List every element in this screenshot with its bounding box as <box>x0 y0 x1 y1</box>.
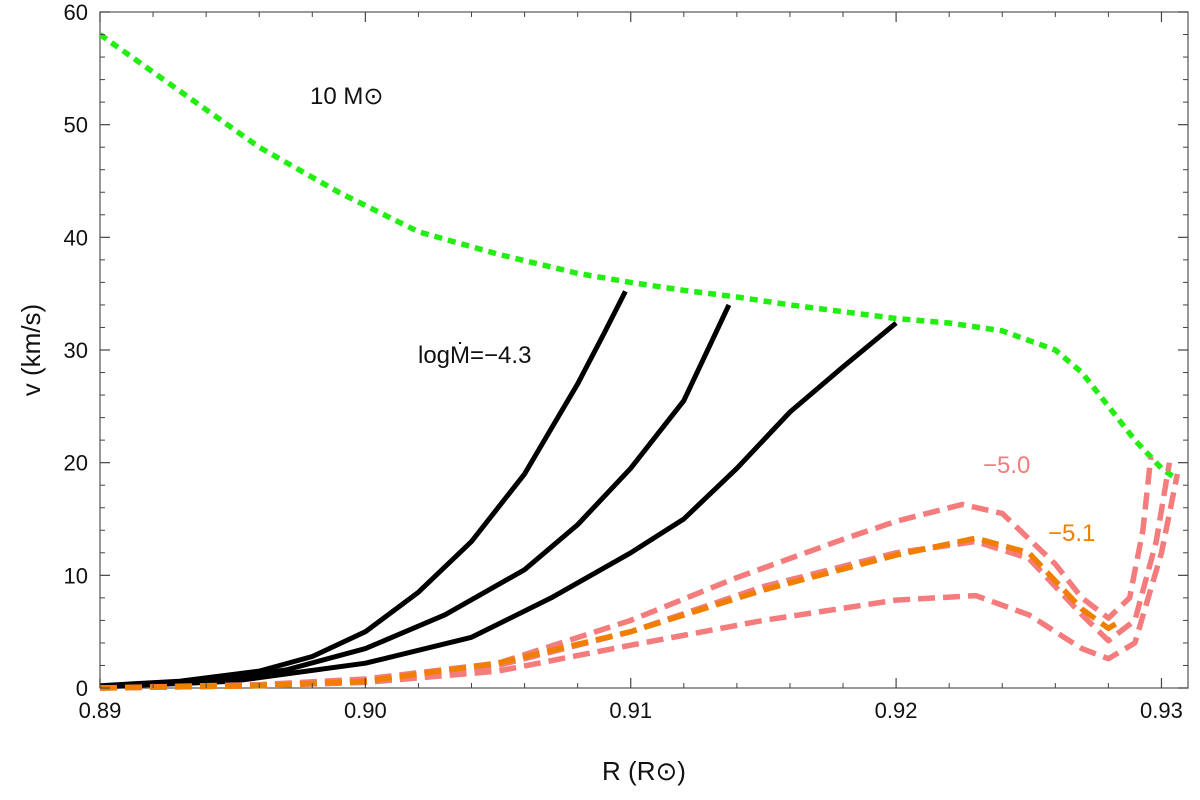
x-tick-label-0: 0.89 <box>79 698 122 723</box>
series-line-6 <box>99 473 1181 691</box>
x-tick-label-3: 0.92 <box>875 698 918 723</box>
tick-layer: 0.89 0.90 0.91 0.92 0.93 0 10 20 30 40 50 60 <box>64 0 1188 723</box>
y-tick-label-2: 20 <box>64 451 88 476</box>
label-logmdot-4-3: logṀ=−4.3 <box>418 342 531 369</box>
y-tick-label-0: 0 <box>76 676 88 701</box>
x-tick-label-1: 0.90 <box>344 698 387 723</box>
plot-frame <box>99 11 1189 689</box>
series-layer <box>98 32 1181 691</box>
y-axis-title: v (km/s) <box>16 304 46 396</box>
mass-annotation: 10 M⊙ <box>310 83 383 110</box>
y-tick-label-1: 10 <box>64 563 88 588</box>
series-line-3 <box>99 321 898 690</box>
x-tick-label-4: 0.93 <box>1140 698 1183 723</box>
y-tick-label-6: 60 <box>64 0 88 25</box>
label-minus-5-1: −5.1 <box>1048 520 1095 547</box>
y-tick-label-4: 40 <box>64 225 88 250</box>
x-tick-label-2: 0.91 <box>609 698 652 723</box>
y-tick-label-5: 50 <box>64 113 88 138</box>
series-line-5 <box>99 462 1173 691</box>
series-line-2 <box>99 303 732 690</box>
series-line-0 <box>98 32 1179 482</box>
series-line-7 <box>99 535 1124 691</box>
label-minus-5-0: −5.0 <box>983 452 1030 479</box>
series-line-4 <box>99 456 1154 691</box>
y-tick-label-3: 30 <box>64 338 88 363</box>
series-line-1 <box>99 290 628 689</box>
x-axis-title: R (R⊙) <box>602 756 686 786</box>
